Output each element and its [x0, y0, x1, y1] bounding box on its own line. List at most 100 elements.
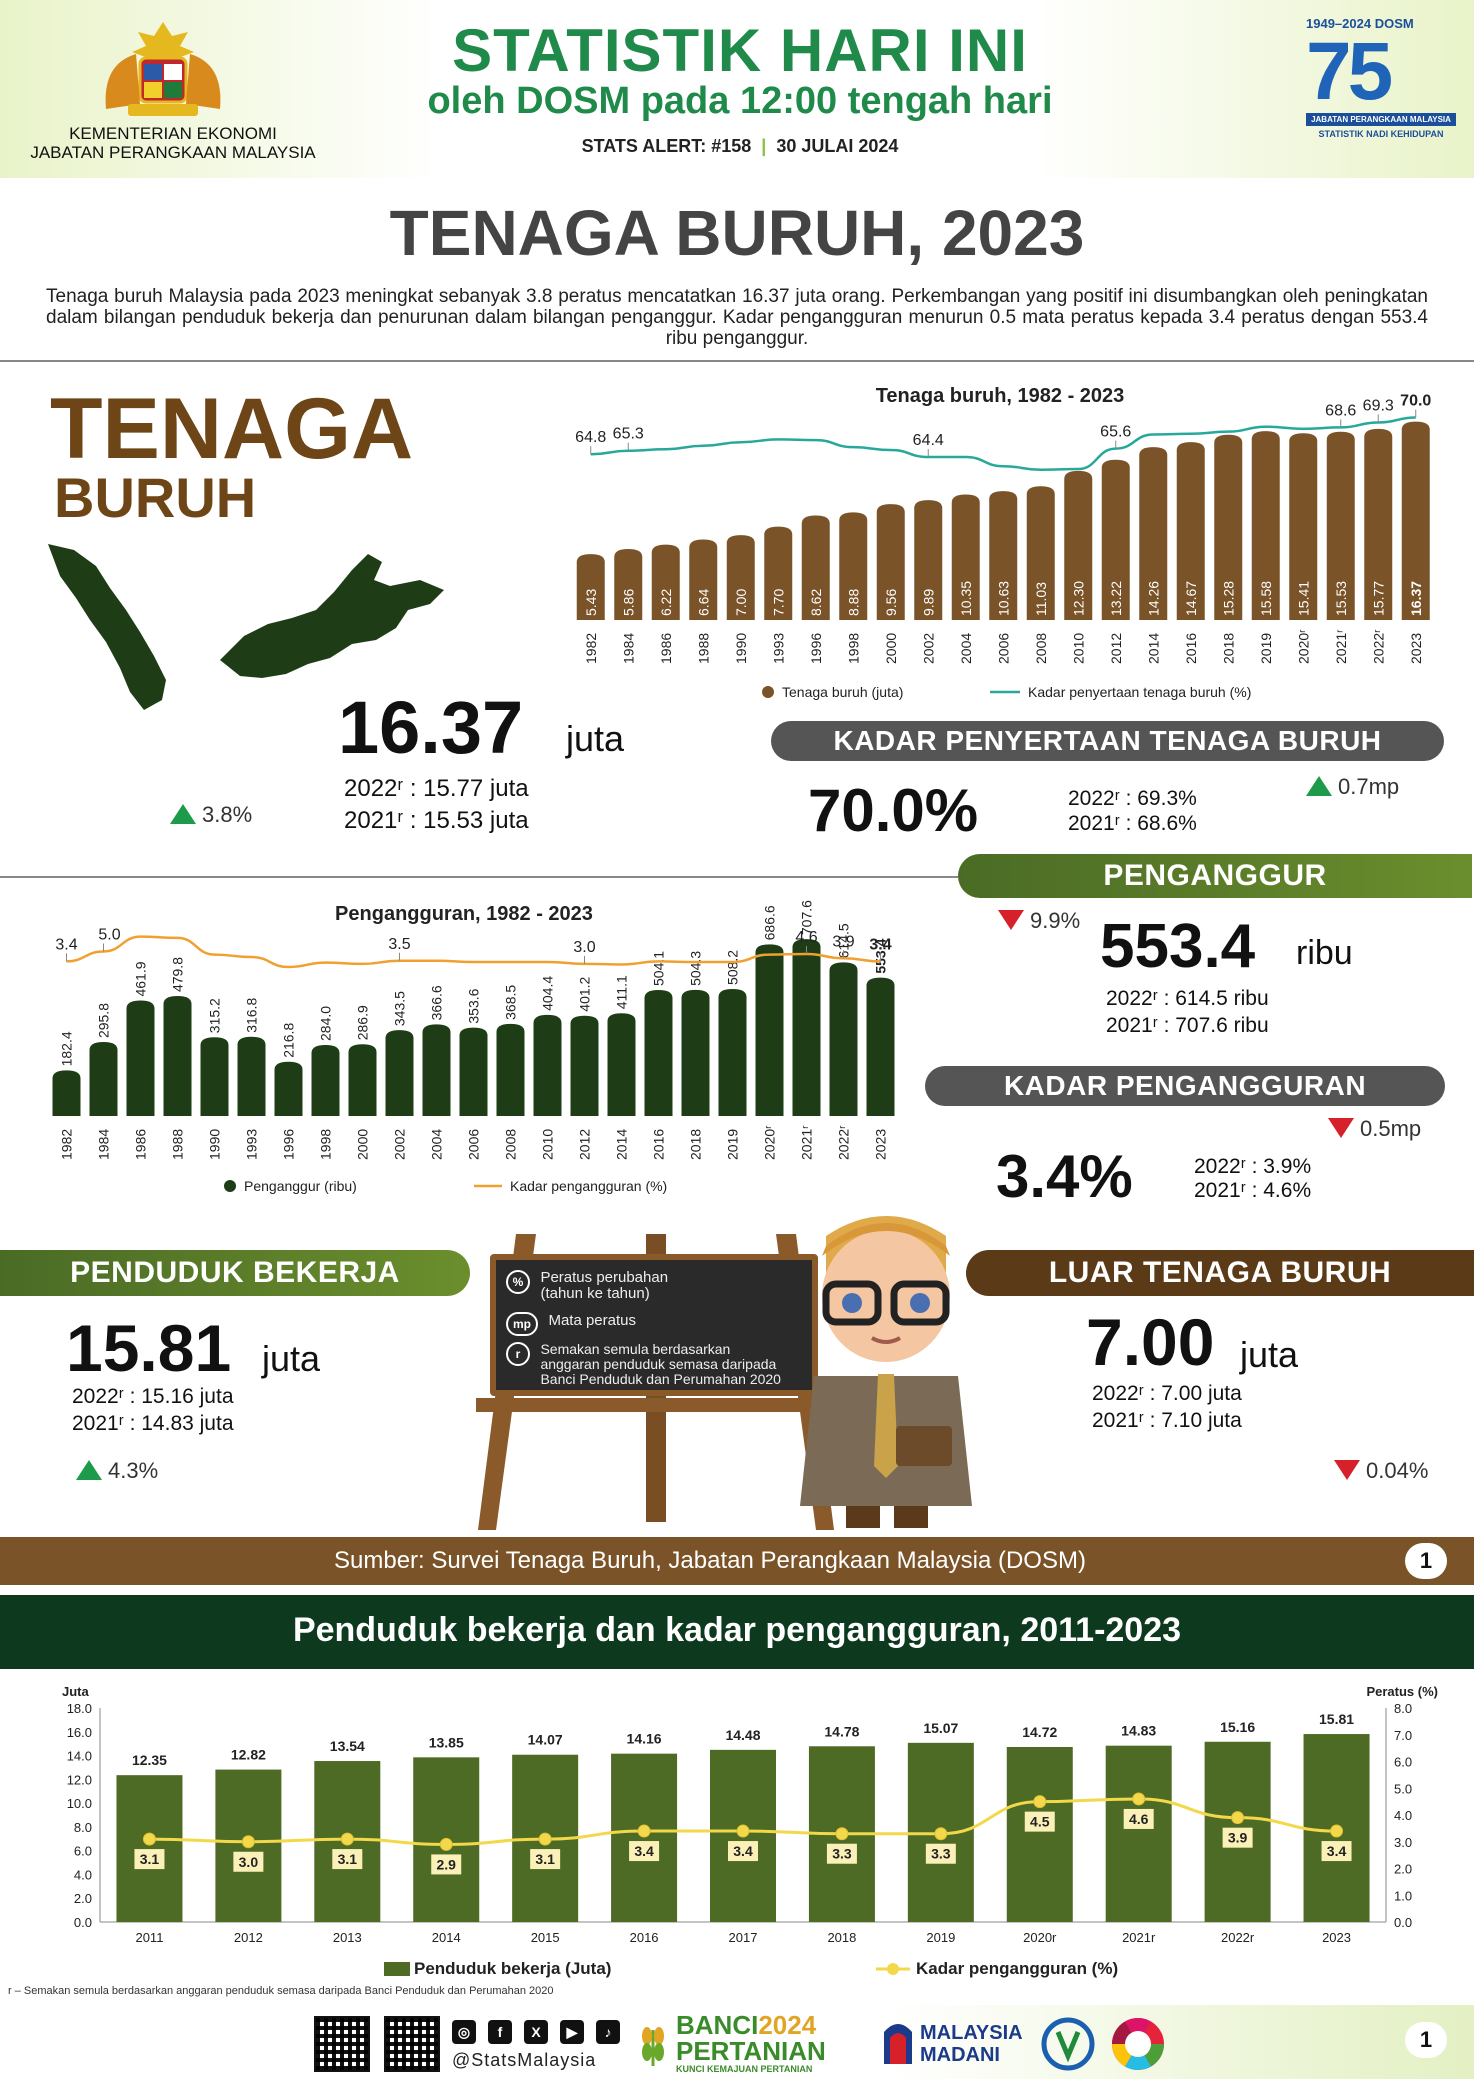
madani-icon	[884, 2024, 912, 2064]
bar	[651, 544, 680, 620]
qr-code-icon[interactable]	[314, 2016, 370, 2072]
x-tick-label: 2008	[1033, 633, 1049, 664]
dosm-75-badge: 1949–2024 DOSM 75 JABATAN PERANGKAAN MAL…	[1306, 16, 1456, 164]
line-value-label: 65.6	[1100, 424, 1131, 441]
outside-lf-2021: 2021ʳ : 7.10 juta	[1092, 1409, 1242, 1432]
line-label-box	[728, 1841, 758, 1862]
x-tick-label: 2014	[432, 1930, 461, 1945]
x-tick-label: 2012	[577, 1129, 593, 1160]
bar	[607, 1013, 636, 1116]
lf-prev2-value: : 15.53 juta	[409, 807, 529, 834]
line-label-box	[1123, 1808, 1154, 1829]
x-tick-label: 2018	[827, 1930, 856, 1945]
line-value-label: 68.6	[1325, 402, 1356, 419]
down-arrow-icon	[1334, 1460, 1360, 1480]
x-tick-label: 1982	[583, 633, 599, 664]
x-tick-label: 1996	[808, 633, 824, 664]
bar-value-label: 7.00	[733, 589, 749, 616]
social-handle[interactable]: @StatsMalaysia	[452, 2050, 597, 2070]
bar	[1139, 447, 1168, 620]
legend-label: Kadar pengangguran (%)	[510, 1178, 667, 1194]
badge-tagline: STATISTIK NADI KEHIDUPAN	[1318, 129, 1444, 139]
bar-value-label: 15.81	[1319, 1711, 1354, 1727]
header-banner	[0, 0, 1474, 178]
section-divider	[0, 360, 1474, 362]
footer-page-number: 1	[1405, 2022, 1447, 2058]
bar	[1006, 1746, 1073, 1922]
x-icon[interactable]: X	[524, 2020, 548, 2044]
x-tick-label: 2022r	[1221, 1930, 1255, 1945]
lfpr-2021: 2021ʳ : 68.6%	[1068, 812, 1197, 835]
line-label-box	[431, 1854, 462, 1875]
bar-value-label: 14.26	[1145, 581, 1161, 616]
line-point	[835, 1827, 849, 1841]
bar-value-label: 14.83	[1121, 1723, 1156, 1739]
line-point	[637, 1824, 651, 1838]
bar	[1214, 434, 1243, 620]
labour-force-chart: Tenaga buruh, 1982 - 2023 5.43 1982 5.86 198…	[575, 385, 1431, 700]
bar	[914, 500, 943, 620]
line-value-label: 3.4	[733, 1843, 753, 1859]
bar-value-label: 366.6	[429, 985, 445, 1020]
legend-label: Penganggur (ribu)	[244, 1178, 357, 1194]
y-tick-label-left: 10.0	[67, 1796, 92, 1811]
y-tick-label-left: 8.0	[74, 1820, 92, 1835]
line-label-box	[826, 1843, 857, 1864]
x-tick-label: 2022ʳ	[836, 1125, 852, 1160]
bar	[726, 535, 755, 620]
x-tick-label: 2023	[873, 1129, 889, 1160]
legend-mp: mp Mata peratus	[506, 1312, 636, 1336]
facebook-icon[interactable]: f	[488, 2020, 512, 2044]
line-point	[736, 1824, 750, 1838]
mp-icon: mp	[506, 1312, 538, 1336]
alert-date: 30 JULAI 2024	[776, 136, 899, 156]
x-tick-label: 2011	[135, 1930, 163, 1945]
employed-value: 15.81	[66, 1311, 232, 1385]
bar-value-label: 13.85	[429, 1734, 464, 1750]
bar-value-label: 508.2	[725, 950, 741, 985]
bar-value-label: 11.03	[1033, 582, 1049, 616]
line-point	[1132, 1792, 1146, 1806]
unemployed-unit: ribu	[1296, 934, 1353, 972]
unemployed-change: 9.9%	[998, 908, 1080, 934]
coat-of-arms-icon	[105, 22, 221, 116]
line-value-label: 5.0	[98, 926, 120, 943]
y-tick-label-left: 12.0	[67, 1772, 92, 1787]
x-tick-label: 1988	[695, 633, 711, 664]
bar-value-label: 343.5	[392, 991, 408, 1026]
employed-title: PENDUDUK BEKERJA	[0, 1250, 470, 1296]
lfpr-2022: 2022ʳ : 69.3%	[1068, 787, 1197, 810]
bar-value-label: 404.4	[540, 976, 556, 1011]
bar-value-label: 686.6	[762, 905, 778, 940]
lf-change-value: 3.8%	[202, 802, 253, 827]
bar-value-label: 295.8	[96, 1003, 112, 1038]
alert-number: STATS ALERT: #158	[581, 136, 752, 156]
line-value-label: 70.0	[1400, 393, 1431, 410]
y-tick-label-right: 6.0	[1394, 1755, 1412, 1770]
x-tick-label: 2023	[1408, 633, 1424, 664]
bar-value-label: 5.86	[620, 589, 636, 616]
x-tick-label: 2022ʳ	[1370, 629, 1386, 664]
y-tick-label-left: 4.0	[74, 1867, 92, 1882]
x-tick-label: 2020r	[1023, 1930, 1057, 1945]
line-value-label: 3.9	[832, 933, 854, 950]
qr-code-icon[interactable]	[384, 2016, 440, 2072]
bar-value-label: 216.8	[281, 1023, 297, 1058]
x-tick-label: 2021ʳ	[799, 1125, 815, 1160]
bar-value-label: 15.58	[1258, 581, 1274, 616]
tiktok-icon[interactable]: ♪	[596, 2020, 620, 2044]
bar-value-label: 461.9	[133, 961, 149, 996]
labour-force-subheading: BURUH	[54, 466, 257, 529]
teacher-mascot-icon	[800, 1216, 972, 1528]
bar-value-label: 707.6	[799, 900, 815, 935]
lf-prev1-value: : 15.77 juta	[409, 775, 529, 802]
line-label-box	[233, 1851, 264, 1872]
pertanian-word: PERTANIAN	[676, 2036, 826, 2066]
instagram-icon[interactable]: ◎	[452, 2020, 476, 2044]
youtube-icon[interactable]: ▶	[560, 2020, 584, 2044]
x-tick-label: 1993	[244, 1129, 260, 1160]
x-tick-label: 2004	[429, 1129, 445, 1160]
bar	[1364, 428, 1393, 620]
line-point	[1330, 1824, 1344, 1838]
banci-word: BANCI	[676, 2010, 759, 2040]
